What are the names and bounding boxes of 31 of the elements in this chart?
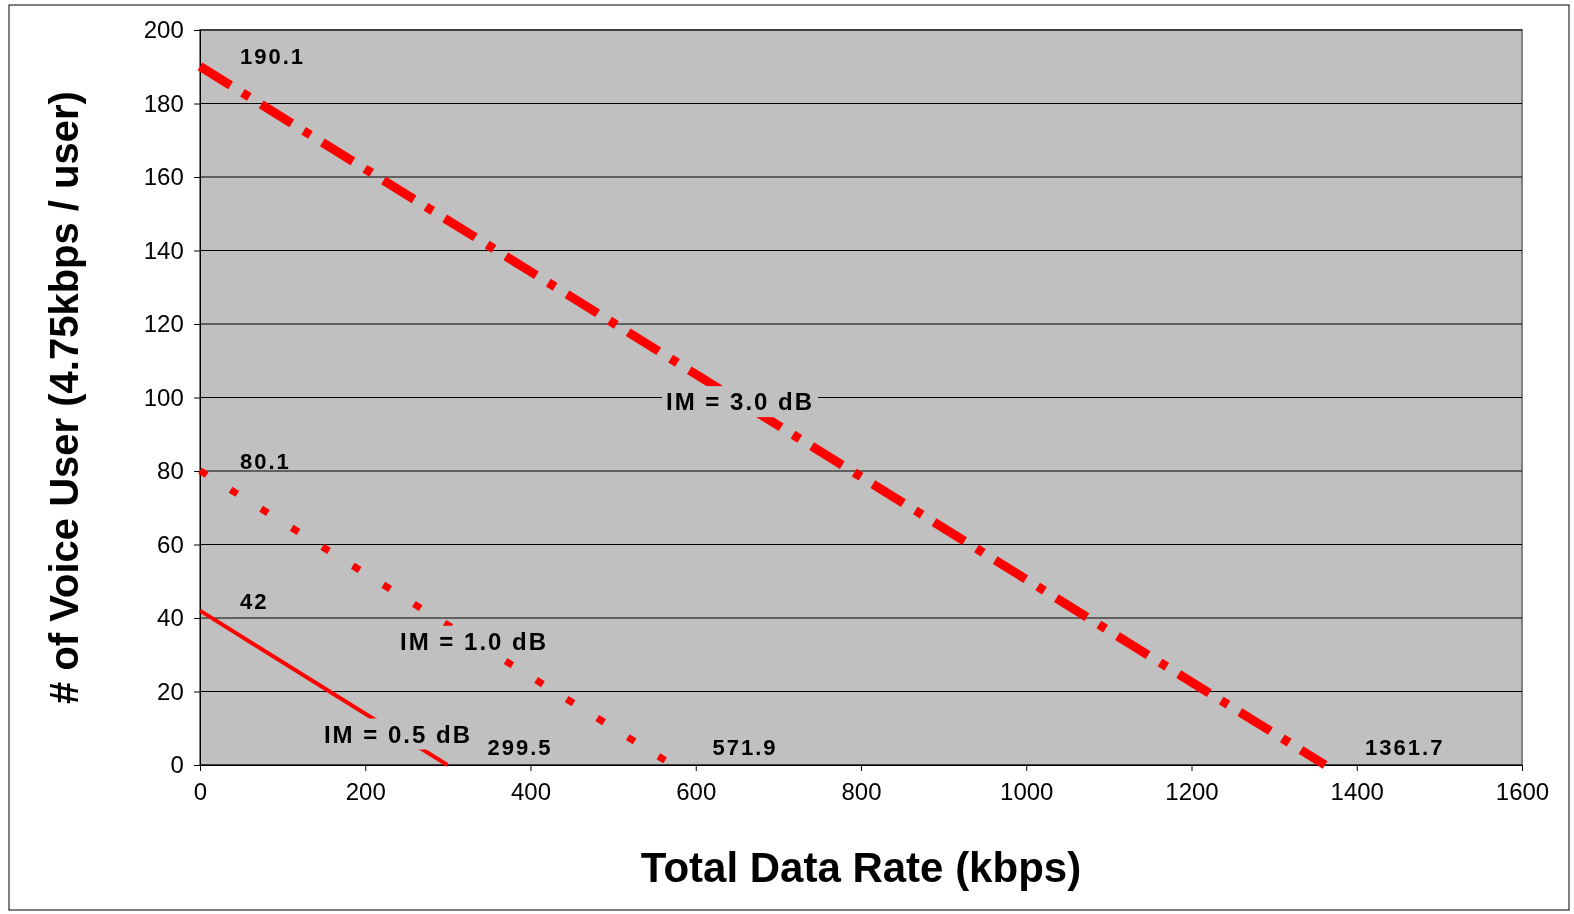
annotation: 80.1: [240, 448, 291, 474]
x-tick-label: 1200: [1165, 778, 1219, 806]
x-tick-label: 800: [841, 778, 882, 806]
y-tick-label: 200: [143, 16, 184, 44]
x-axis-title: Total Data Rate (kbps): [640, 844, 1082, 891]
y-tick-label: 140: [143, 236, 184, 264]
annotation: 190.1: [240, 44, 306, 70]
y-tick-label: 180: [143, 89, 184, 117]
annotation: 42: [240, 588, 269, 614]
series-label: IM = 0.5 dB: [323, 720, 472, 748]
x-tick-label: 1000: [1000, 778, 1054, 806]
y-tick-label: 60: [157, 530, 184, 558]
x-tick-label: 400: [510, 778, 552, 806]
y-tick-label: 0: [170, 751, 184, 779]
y-tick-label: 160: [143, 163, 184, 191]
x-tick-label: 200: [345, 778, 386, 806]
x-tick-label: 1400: [1330, 778, 1384, 806]
y-tick-label: 80: [157, 457, 184, 485]
annotation: 299.5: [487, 735, 553, 760]
annotation: 571.9: [712, 735, 778, 760]
y-tick-label: 100: [143, 383, 184, 411]
series-label: IM = 3.0 dB: [666, 388, 815, 416]
x-tick-label: 600: [676, 778, 717, 806]
y-tick-label: 20: [157, 677, 184, 705]
annotation: 1361.7: [1365, 735, 1445, 760]
series-label: IM = 1.0 dB: [400, 627, 549, 655]
x-tick-label: 0: [193, 778, 208, 806]
y-tick-label: 120: [143, 310, 184, 338]
y-axis-title: # of Voice User (4.75kbps / user): [42, 91, 86, 704]
y-tick-label: 40: [157, 604, 184, 632]
x-tick-label: 1600: [1495, 778, 1550, 806]
